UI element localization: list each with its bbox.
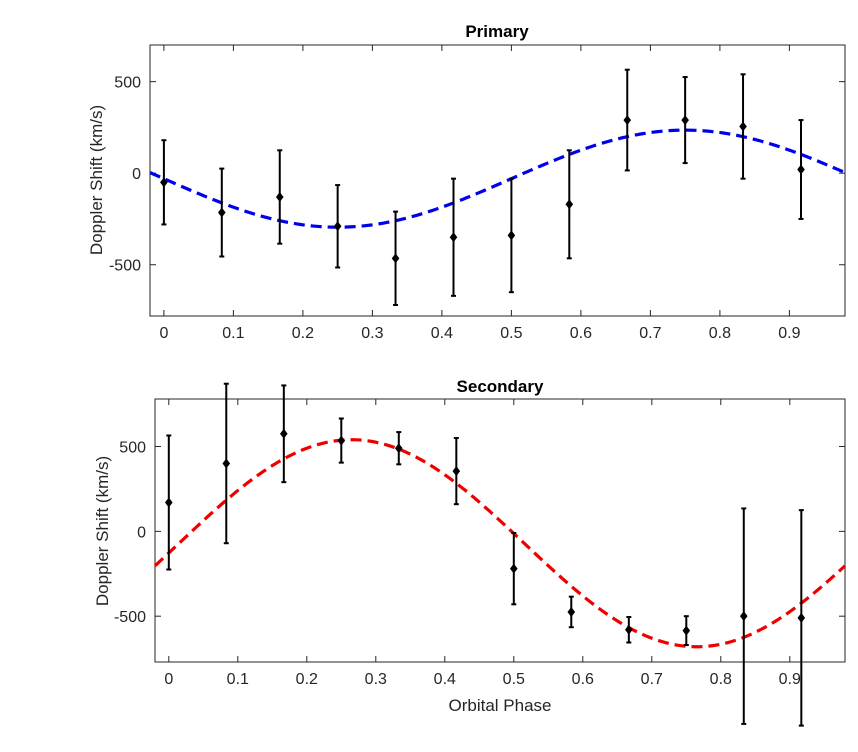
secondary-xtick-label: 0.5: [503, 671, 525, 688]
primary-xtick-label: 0.1: [222, 325, 244, 342]
secondary-title: Secondary: [457, 377, 544, 396]
secondary-data-point: [337, 435, 346, 446]
secondary-data-points: [165, 382, 806, 727]
secondary-data-point: [510, 563, 518, 574]
primary-data-point: [507, 230, 516, 241]
primary-xtick-label: 0.5: [500, 325, 522, 342]
primary-title: Primary: [465, 22, 529, 41]
primary-data-point: [160, 177, 168, 188]
primary-y-ticks: -500 0 500: [109, 75, 845, 275]
secondary-data-point: [739, 611, 748, 622]
secondary-panel: Secondary Doppler Shift (km/s) Orbital P…: [93, 377, 847, 727]
secondary-ytick-label: -500: [114, 609, 146, 626]
primary-xtick-label: 0.8: [709, 325, 731, 342]
primary-xtick-label: 0.2: [292, 325, 314, 342]
secondary-xtick-label: 0.2: [296, 671, 318, 688]
secondary-xtick-label: 0.3: [365, 671, 387, 688]
primary-ylabel: Doppler Shift (km/s): [87, 105, 106, 255]
secondary-data-point: [165, 497, 173, 508]
secondary-xtick-label: 0.1: [227, 671, 249, 688]
primary-xtick-label: 0.6: [570, 325, 592, 342]
secondary-ytick-label: 0: [137, 524, 146, 541]
primary-data-point: [333, 221, 342, 232]
primary-xtick-label: 0.9: [778, 325, 800, 342]
primary-data-point: [275, 191, 284, 202]
primary-xtick-label: 0.3: [361, 325, 383, 342]
secondary-xtick-label: 0.7: [641, 671, 663, 688]
primary-ytick-label: 500: [114, 75, 141, 92]
primary-data-point: [565, 199, 574, 210]
primary-data-point: [391, 253, 400, 264]
primary-x-ticks: 0 0.1 0.2 0.3 0.4 0.5 0.6 0.7 0.8 0.9: [159, 45, 801, 342]
secondary-xtick-label: 0.8: [710, 671, 732, 688]
secondary-data-point: [625, 624, 633, 635]
primary-data-point: [739, 121, 747, 132]
secondary-y-ticks: -500 0 500: [114, 440, 845, 626]
secondary-xtick-label: 0.9: [779, 671, 801, 688]
primary-data-points: [160, 68, 805, 307]
secondary-data-point: [797, 612, 806, 623]
secondary-ylabel: Doppler Shift (km/s): [93, 456, 112, 606]
secondary-xtick-label: 0.4: [434, 671, 456, 688]
secondary-x-ticks: 0 0.1 0.2 0.3 0.4 0.5 0.6 0.7 0.8 0.9: [164, 399, 801, 688]
secondary-xtick-label: 0: [164, 671, 173, 688]
secondary-ytick-label: 500: [119, 440, 146, 457]
secondary-xlabel: Orbital Phase: [449, 696, 552, 715]
secondary-data-point: [567, 606, 576, 617]
primary-data-point: [681, 115, 689, 126]
secondary-fit-curve: [153, 438, 847, 649]
secondary-data-point: [280, 428, 288, 439]
primary-xtick-label: 0.4: [431, 325, 453, 342]
secondary-data-point: [452, 466, 461, 477]
primary-axes-box: [149, 44, 846, 317]
primary-panel: Primary Doppler Shift (km/s) 0 0.1 0.2 0.3 0…: [87, 22, 846, 342]
secondary-axes-box: [154, 398, 846, 663]
primary-fit-curve: [149, 128, 846, 229]
secondary-xtick-label: 0.6: [572, 671, 594, 688]
primary-ytick-label: 0: [132, 166, 141, 183]
secondary-data-point: [682, 625, 691, 636]
secondary-data-point: [394, 443, 403, 454]
primary-data-point: [449, 232, 458, 243]
primary-data-point: [217, 207, 226, 218]
primary-xtick-label: 0.7: [639, 325, 661, 342]
primary-xtick-label: 0: [159, 325, 168, 342]
secondary-data-point: [222, 458, 231, 469]
primary-data-point: [797, 164, 805, 175]
primary-data-point: [623, 115, 632, 126]
primary-ytick-label: -500: [109, 258, 141, 275]
